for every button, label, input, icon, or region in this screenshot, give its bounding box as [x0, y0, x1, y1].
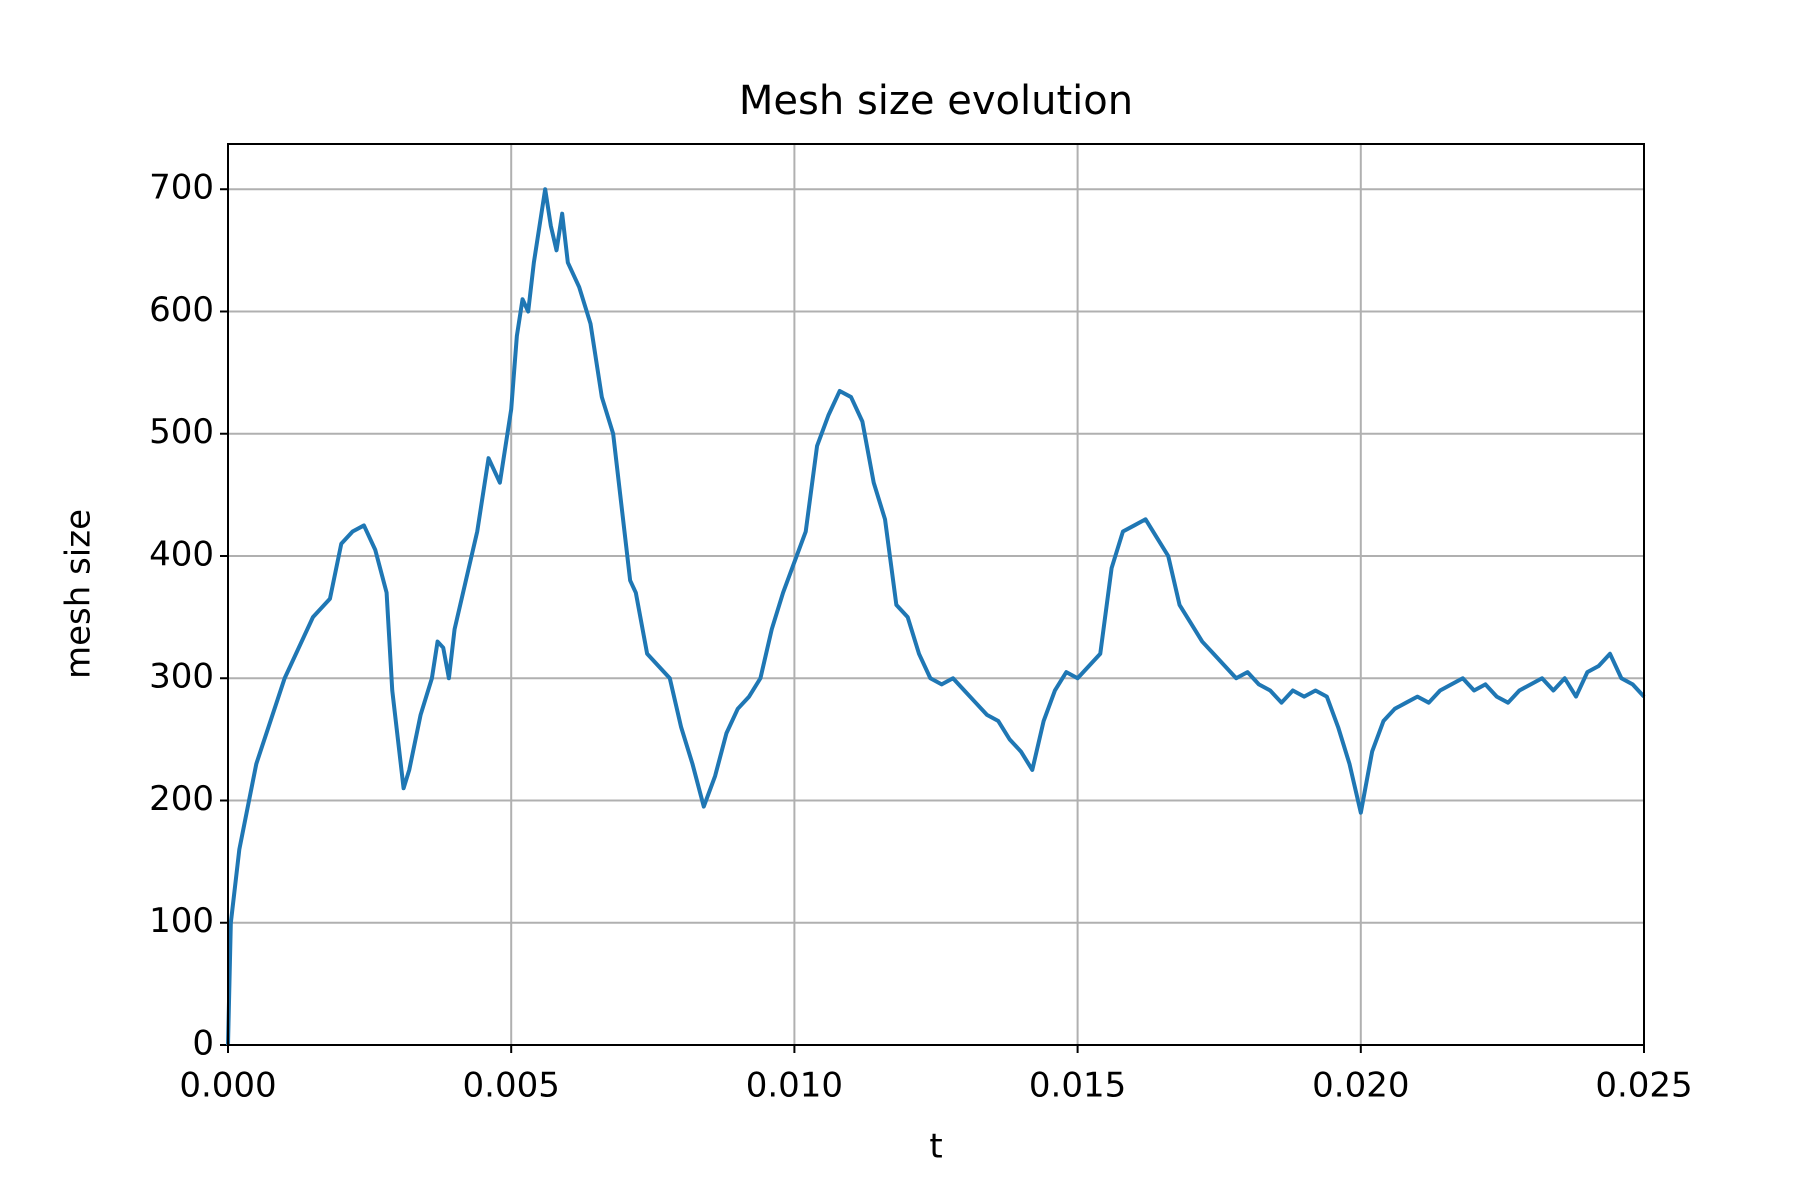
y-tick-label: 400 — [149, 534, 214, 574]
y-tick-label: 300 — [149, 657, 214, 697]
y-tick-label: 700 — [149, 168, 214, 208]
x-tick-label: 0.000 — [179, 1066, 276, 1106]
x-tick-label: 0.010 — [746, 1066, 843, 1106]
y-tick-label: 100 — [149, 901, 214, 941]
y-tick-label: 0 — [192, 1024, 214, 1064]
y-tick-label: 600 — [149, 290, 214, 330]
x-tick-label: 0.025 — [1595, 1066, 1692, 1106]
y-tick-label: 200 — [149, 779, 214, 819]
y-tick-label: 500 — [149, 412, 214, 452]
y-axis-label: mesh size — [59, 509, 99, 679]
x-axis-label: t — [929, 1127, 942, 1167]
chart-title: Mesh size evolution — [739, 78, 1133, 124]
x-tick-label: 0.005 — [463, 1066, 560, 1106]
plot-frame — [227, 143, 1645, 1046]
x-tick-label: 0.015 — [1029, 1066, 1126, 1106]
x-tick-label: 0.020 — [1312, 1066, 1409, 1106]
data-line — [226, 187, 1646, 1046]
